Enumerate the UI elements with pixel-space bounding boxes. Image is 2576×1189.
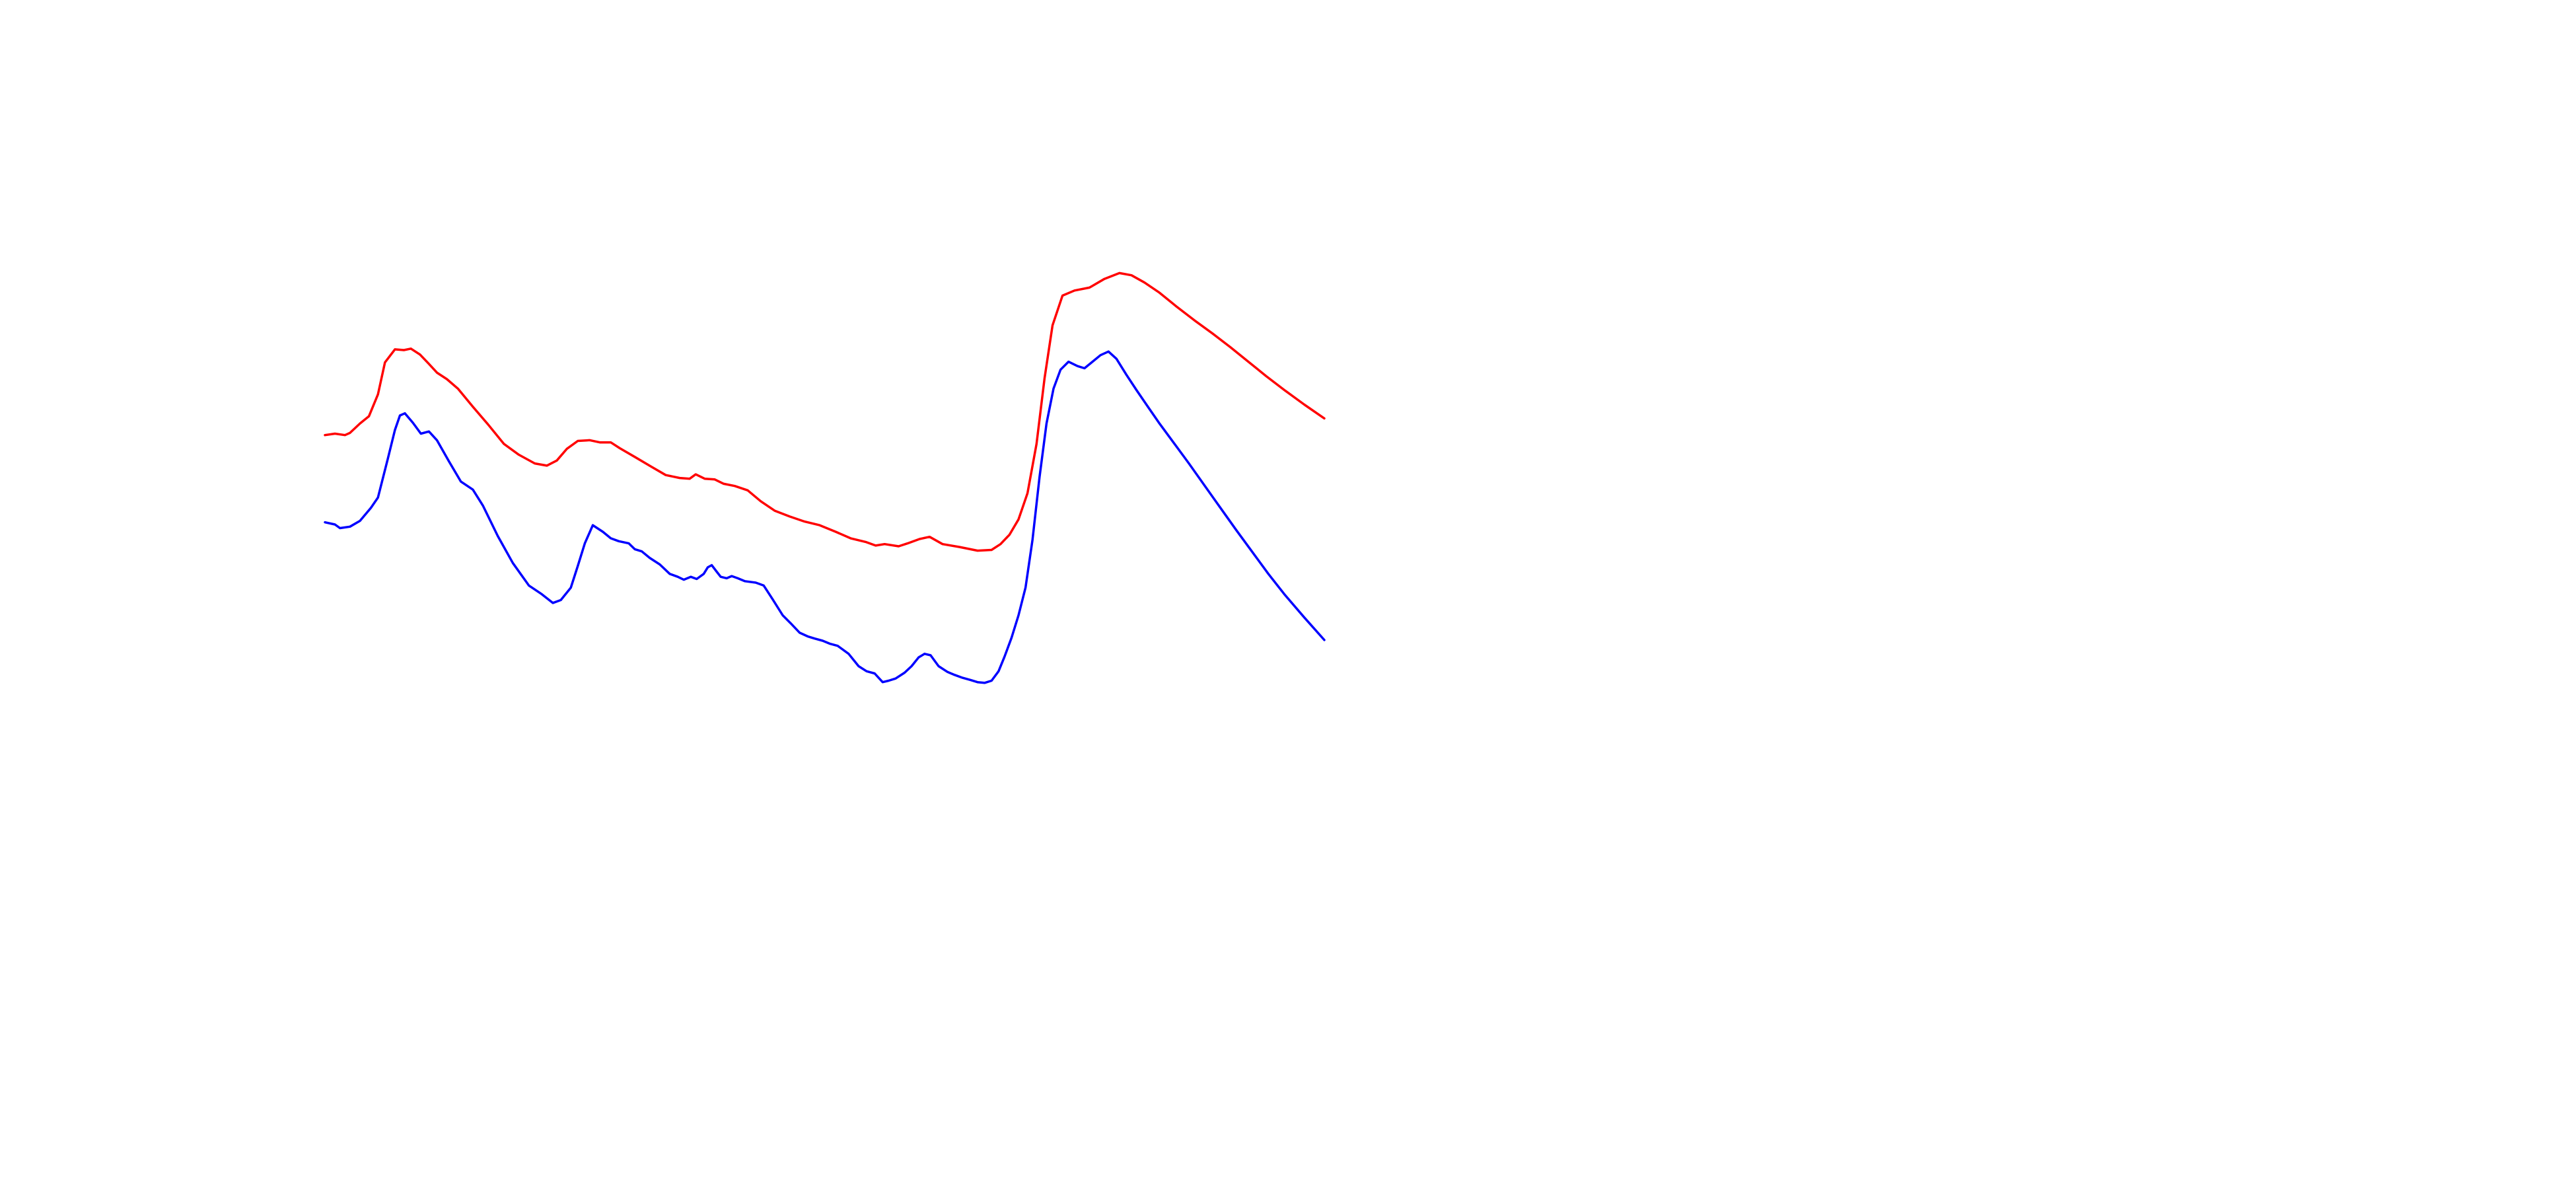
series-line-2 (324, 350, 1326, 684)
series-line-1 (324, 271, 1326, 552)
plot-area (324, 271, 1326, 684)
